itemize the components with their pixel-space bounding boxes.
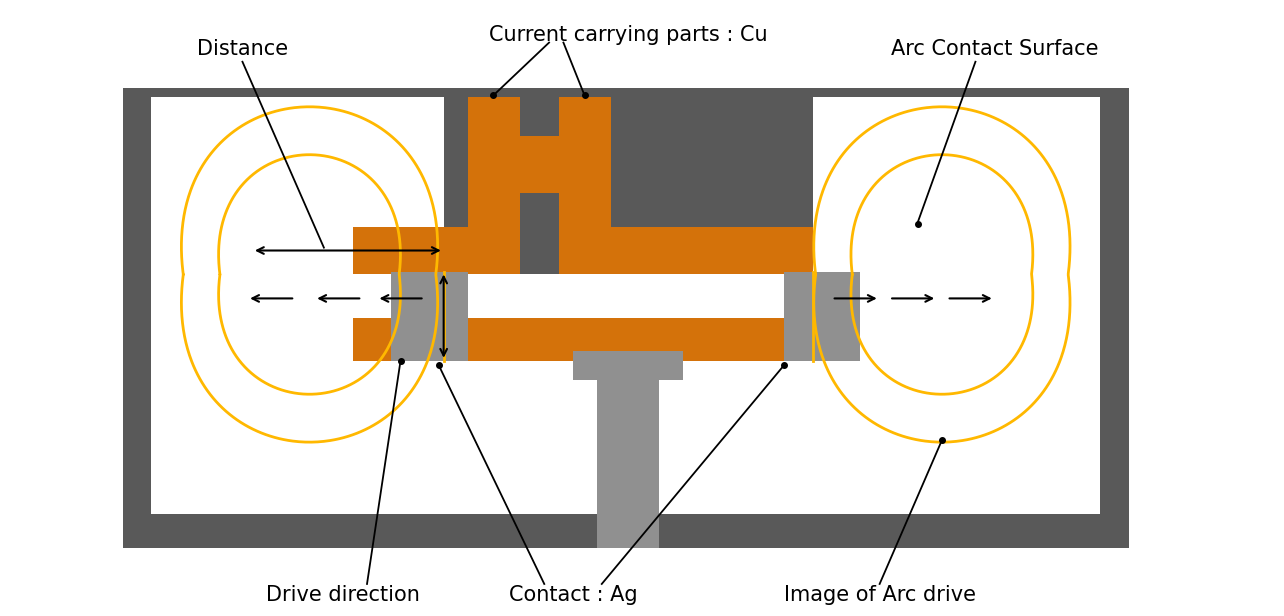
Text: Current carrying parts : Cu: Current carrying parts : Cu <box>489 25 768 45</box>
Text: Arc Contact Surface: Arc Contact Surface <box>891 39 1098 59</box>
Bar <box>353 318 813 361</box>
Bar <box>783 318 860 361</box>
Bar <box>152 97 444 514</box>
Text: Drive direction: Drive direction <box>266 585 420 606</box>
Text: Image of Arc drive: Image of Arc drive <box>783 585 976 606</box>
Bar <box>444 275 813 514</box>
Bar <box>783 272 860 318</box>
Bar <box>123 87 1129 548</box>
Bar <box>597 361 659 548</box>
Bar <box>353 227 520 275</box>
Bar <box>390 318 467 361</box>
Bar <box>390 272 467 318</box>
Text: Contact : Ag: Contact : Ag <box>508 585 637 606</box>
Bar <box>813 97 1100 514</box>
Bar <box>467 97 520 275</box>
Bar <box>573 351 683 380</box>
Text: Distance: Distance <box>196 39 288 59</box>
Bar <box>559 227 813 275</box>
Bar <box>467 136 611 193</box>
Bar <box>559 97 611 275</box>
